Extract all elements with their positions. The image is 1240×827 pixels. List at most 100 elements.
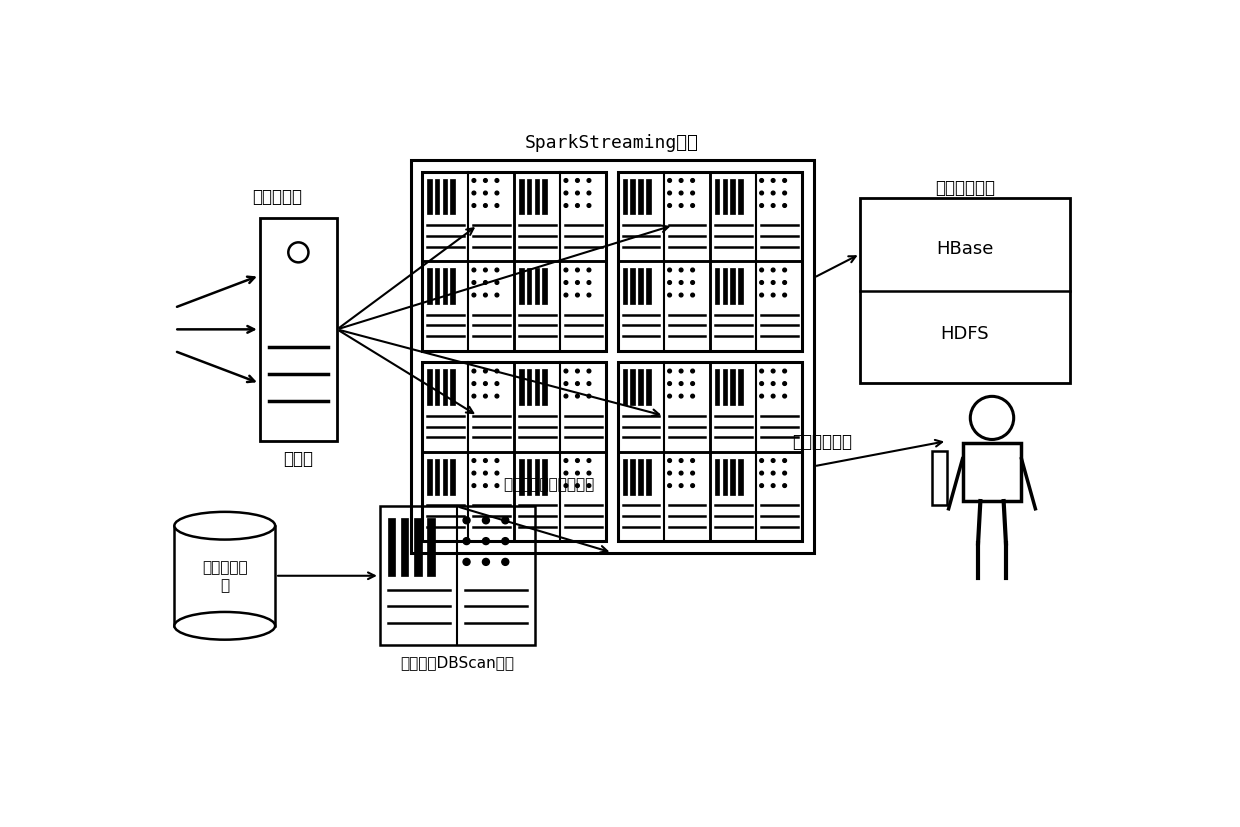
Text: 监测数据流: 监测数据流 [252, 188, 301, 206]
Circle shape [575, 394, 579, 399]
Circle shape [691, 192, 694, 195]
Circle shape [484, 281, 487, 285]
Bar [520, 370, 523, 405]
Circle shape [668, 471, 671, 476]
Circle shape [463, 559, 470, 566]
Circle shape [668, 484, 671, 488]
Circle shape [782, 269, 786, 272]
Bar [379, 507, 534, 645]
Circle shape [472, 484, 476, 488]
Bar [711, 363, 802, 452]
Circle shape [484, 370, 487, 374]
Circle shape [771, 179, 775, 183]
Circle shape [691, 294, 694, 298]
Bar [618, 261, 711, 351]
Circle shape [782, 179, 786, 183]
Circle shape [575, 382, 579, 386]
Bar [738, 370, 743, 405]
Circle shape [760, 471, 764, 476]
Circle shape [668, 192, 671, 195]
Circle shape [771, 382, 775, 386]
Circle shape [782, 204, 786, 208]
Bar [427, 370, 432, 405]
Bar [542, 179, 547, 215]
Circle shape [484, 382, 487, 386]
Circle shape [495, 192, 498, 195]
Circle shape [472, 269, 476, 272]
Circle shape [495, 294, 498, 298]
Circle shape [495, 281, 498, 285]
Circle shape [691, 382, 694, 386]
Circle shape [680, 394, 683, 399]
Circle shape [484, 269, 487, 272]
Bar [534, 269, 539, 304]
Circle shape [782, 382, 786, 386]
Bar [618, 172, 802, 351]
Bar [427, 179, 432, 215]
Bar [534, 459, 539, 495]
Circle shape [575, 370, 579, 374]
Circle shape [495, 179, 498, 183]
Bar [861, 199, 1069, 384]
Circle shape [680, 370, 683, 374]
Circle shape [680, 179, 683, 183]
Circle shape [463, 538, 470, 545]
Circle shape [771, 204, 775, 208]
Text: HBase: HBase [936, 240, 993, 258]
Bar [723, 459, 727, 495]
Circle shape [484, 459, 487, 463]
Circle shape [771, 281, 775, 285]
Circle shape [691, 471, 694, 476]
Circle shape [760, 294, 764, 298]
Bar [259, 218, 337, 442]
Circle shape [484, 204, 487, 208]
Bar [931, 452, 947, 505]
Bar [410, 160, 813, 553]
Circle shape [587, 294, 590, 298]
Bar [520, 269, 523, 304]
Circle shape [495, 370, 498, 374]
Circle shape [760, 204, 764, 208]
Bar [618, 452, 711, 542]
Circle shape [502, 517, 508, 524]
Circle shape [482, 559, 490, 566]
Circle shape [680, 192, 683, 195]
Circle shape [575, 281, 579, 285]
Circle shape [760, 192, 764, 195]
Circle shape [691, 459, 694, 463]
Bar [515, 261, 606, 351]
Bar [723, 179, 727, 215]
Bar [630, 269, 635, 304]
Bar [527, 370, 532, 405]
Circle shape [472, 192, 476, 195]
Text: 历史数据DBScan聚类: 历史数据DBScan聚类 [401, 655, 515, 670]
Bar [618, 172, 711, 261]
Bar [450, 179, 455, 215]
Bar [622, 459, 627, 495]
Bar [723, 269, 727, 304]
Circle shape [484, 484, 487, 488]
Bar [630, 179, 635, 215]
Circle shape [564, 179, 568, 183]
Bar [714, 269, 719, 304]
Circle shape [472, 382, 476, 386]
Bar [714, 179, 719, 215]
Bar [450, 370, 455, 405]
Circle shape [782, 370, 786, 374]
Ellipse shape [175, 612, 275, 640]
Circle shape [495, 204, 498, 208]
Circle shape [495, 459, 498, 463]
Circle shape [575, 471, 579, 476]
Bar [738, 179, 743, 215]
Bar [435, 179, 439, 215]
Bar [711, 261, 802, 351]
Circle shape [668, 281, 671, 285]
Circle shape [564, 204, 568, 208]
Circle shape [691, 179, 694, 183]
Circle shape [484, 294, 487, 298]
Bar [414, 518, 422, 576]
Circle shape [495, 269, 498, 272]
Bar [435, 269, 439, 304]
Circle shape [668, 179, 671, 183]
Bar [730, 269, 735, 304]
